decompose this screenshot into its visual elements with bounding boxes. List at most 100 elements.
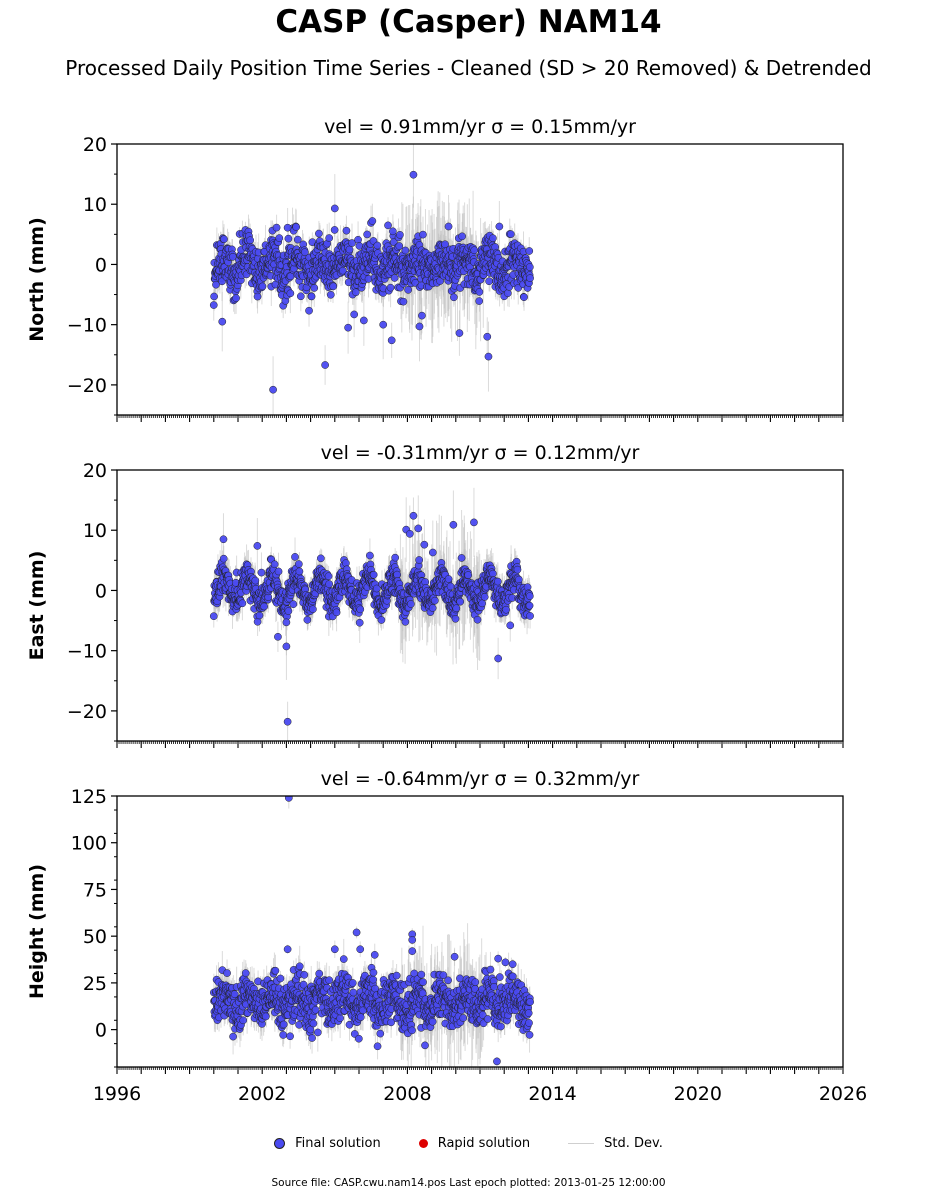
data-point: [309, 605, 317, 614]
data-point: [269, 385, 277, 394]
data-point: [386, 283, 395, 292]
data-point: [219, 554, 228, 563]
data-point: [330, 226, 339, 234]
data-point: [379, 320, 388, 329]
data-point: [296, 292, 305, 301]
data-point: [284, 607, 293, 615]
data-point: [209, 301, 218, 309]
panel-title-north: vel = 0.91mm/yr σ = 0.15mm/yr: [324, 116, 636, 138]
data-point: [356, 605, 365, 614]
data-point: [446, 582, 455, 591]
data-point: [289, 600, 298, 609]
plot-area: vel = 0.91mm/yr σ = 0.15mm/yr North (mm) −…: [26, 116, 867, 1105]
data-point: [418, 311, 426, 320]
data-point: [401, 617, 410, 626]
data-point: [483, 332, 492, 341]
panel-north: vel = 0.91mm/yr σ = 0.15mm/yr North (mm) −…: [26, 116, 844, 422]
data-point: [348, 239, 356, 247]
data-point: [494, 577, 502, 586]
data-point: [218, 317, 227, 326]
data-point: [428, 604, 437, 612]
data-point: [452, 604, 461, 613]
data-point: [246, 236, 255, 245]
data-point: [368, 217, 377, 225]
data-point: [404, 286, 413, 294]
data-point: [355, 618, 364, 627]
data-point: [415, 322, 424, 331]
data-point: [330, 204, 339, 213]
data-point: [489, 569, 497, 578]
data-point: [321, 361, 329, 369]
data-point: [305, 306, 313, 315]
data-point: [395, 242, 404, 250]
data-point: [251, 576, 260, 585]
data-point: [272, 223, 281, 232]
data-point: [444, 575, 453, 583]
data-point: [475, 297, 484, 305]
data-point: [456, 597, 465, 606]
data-point: [342, 226, 351, 235]
data-point: [286, 289, 295, 298]
data-point: [310, 284, 319, 292]
ylabel-north: North (mm): [26, 217, 48, 342]
data-point: [470, 246, 479, 255]
data-point: [257, 568, 266, 577]
data-point: [458, 232, 466, 241]
data-point: [232, 294, 240, 302]
data-point: [407, 600, 415, 608]
ylabel-east: East (mm): [26, 551, 48, 661]
data-point: [284, 234, 293, 243]
data-point: [525, 263, 534, 271]
data-point: [345, 245, 354, 254]
data-point: [480, 593, 489, 601]
data-point: [283, 223, 292, 232]
data-point: [390, 274, 399, 282]
data-point: [489, 234, 497, 243]
data-point: [274, 567, 283, 576]
data-point: [210, 292, 218, 301]
data-point: [329, 282, 338, 291]
panel-title-east: vel = -0.31mm/yr σ = 0.12mm/yr: [321, 442, 640, 464]
data-point: [464, 571, 473, 579]
data-point: [363, 230, 372, 239]
data-point: [344, 323, 352, 332]
data-point: [350, 310, 359, 319]
data-point: [351, 288, 360, 297]
data-point: [396, 230, 404, 239]
data-point: [258, 282, 267, 291]
data-point: [253, 292, 262, 301]
data-point: [457, 554, 466, 562]
data-point: [315, 229, 323, 238]
series-north: [209, 144, 534, 415]
ytick-label: −20: [67, 375, 107, 397]
chart-title: CASP (Casper) NAM14: [275, 4, 662, 40]
data-point: [291, 553, 299, 561]
data-point: [399, 297, 408, 306]
data-point: [238, 599, 247, 608]
data-point: [520, 293, 528, 302]
data-point: [260, 602, 268, 611]
data-point: [451, 614, 460, 623]
data-point: [401, 246, 410, 255]
data-point: [525, 247, 534, 255]
data-point: [209, 612, 218, 621]
data-point: [495, 222, 504, 231]
data-point: [316, 554, 325, 563]
data-point: [478, 599, 487, 608]
data-point: [325, 234, 334, 242]
data-point: [409, 170, 418, 179]
data-point: [473, 615, 482, 624]
data-point: [415, 556, 423, 564]
data-point: [485, 277, 493, 286]
data-point: [326, 290, 335, 299]
ytick-label: 0: [95, 254, 107, 276]
data-point: [393, 570, 401, 579]
data-point: [484, 352, 493, 361]
data-point: [293, 235, 302, 244]
data-point: [325, 580, 334, 588]
data-point: [359, 316, 368, 325]
series-east: [209, 487, 534, 741]
data-point: [444, 222, 453, 231]
